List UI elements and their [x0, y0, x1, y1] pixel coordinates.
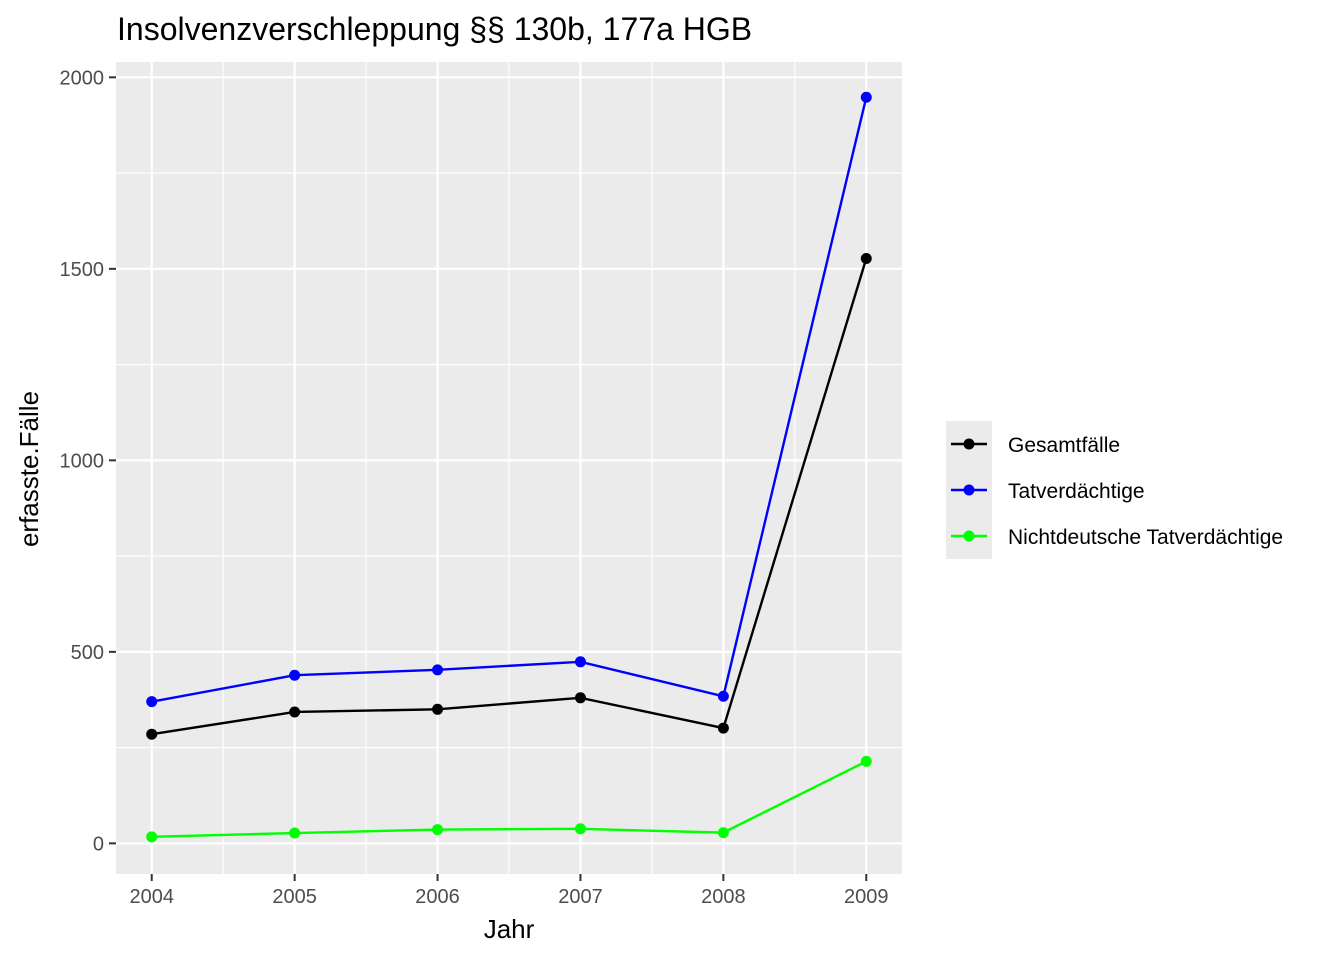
- legend-label: Nichtdeutsche Tatverdächtige: [1008, 526, 1283, 549]
- legend: Gesamtfälle Tatverdächtige Nichtdeutsche T…: [946, 421, 1283, 559]
- grid-minor: [116, 62, 902, 874]
- chart-title: Insolvenzverschleppung §§ 130b, 177a HGB: [117, 11, 752, 47]
- y-tick-label: 500: [71, 642, 104, 664]
- legend-key-point: [963, 484, 975, 496]
- series-0: [146, 252, 872, 740]
- y-axis-title: erfasste.Fälle: [14, 391, 44, 547]
- data-point: [860, 91, 872, 103]
- data-point: [717, 722, 729, 734]
- x-tick-label: 2005: [272, 886, 317, 908]
- series-line: [151, 760, 867, 839]
- data-point: [146, 696, 158, 708]
- legend-key-point: [963, 530, 975, 542]
- legend-key-point: [963, 438, 975, 450]
- x-tick-label: 2009: [844, 886, 889, 908]
- data-point: [717, 690, 729, 702]
- data-point: [146, 831, 158, 843]
- data-point: [146, 728, 158, 740]
- data-point: [289, 669, 301, 681]
- x-tick-label: 2007: [558, 886, 603, 908]
- x-axis-title: Jahr: [484, 914, 535, 944]
- data-point: [574, 656, 586, 668]
- data-point: [432, 703, 444, 715]
- x-tick-label: 2008: [701, 886, 746, 908]
- data-point: [860, 252, 872, 264]
- y-tick-label: 1000: [60, 450, 105, 472]
- data-point: [432, 664, 444, 676]
- data-point: [574, 823, 586, 835]
- data-point: [289, 706, 301, 718]
- x-tick-label: 2006: [415, 886, 460, 908]
- legend-label: Gesamtfälle: [1008, 434, 1120, 457]
- y-tick-label: 1500: [60, 259, 105, 281]
- data-point: [574, 692, 586, 704]
- data-point: [717, 827, 729, 839]
- series-1: [146, 91, 872, 708]
- data-point: [432, 824, 444, 836]
- series-2: [146, 755, 872, 843]
- y-axis: 0 500 1000 1500 2000: [60, 67, 116, 855]
- y-tick-label: 2000: [60, 67, 105, 89]
- legend-label: Tatverdächtige: [1008, 480, 1145, 503]
- y-tick-label: 0: [93, 833, 104, 855]
- data-point: [289, 827, 301, 839]
- x-tick-label: 2004: [129, 886, 174, 908]
- series-line: [151, 258, 868, 736]
- grid-major: [116, 62, 902, 874]
- x-axis: 2004 2005 2006 2007 2008 2009: [129, 874, 889, 908]
- series-layer: [146, 91, 872, 843]
- data-point: [860, 755, 872, 767]
- series-line: [151, 96, 868, 703]
